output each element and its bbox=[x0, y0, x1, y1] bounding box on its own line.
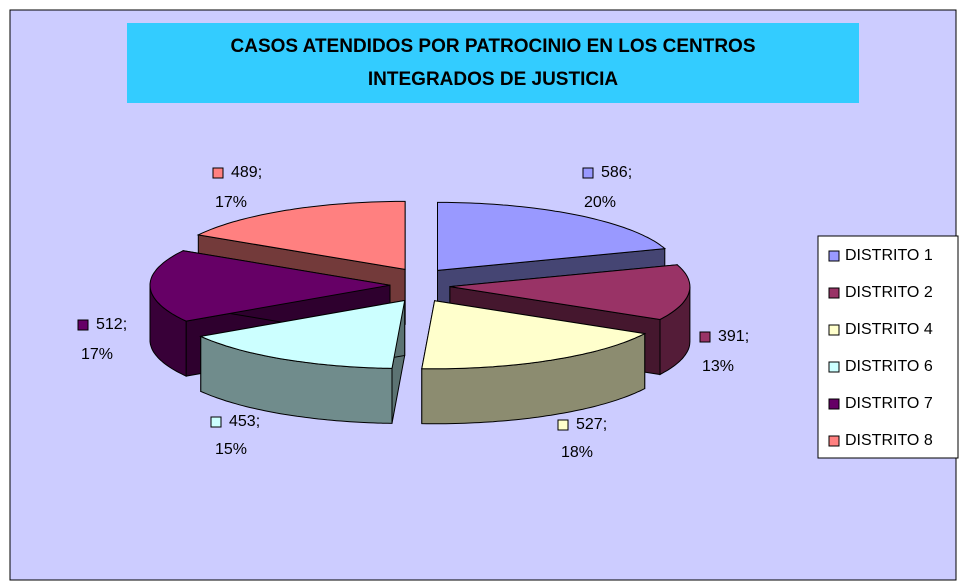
slice bbox=[437, 201, 667, 271]
legend-label: DISTRITO 8 bbox=[845, 432, 933, 449]
legend-label: DISTRITO 2 bbox=[845, 284, 933, 301]
legend-key bbox=[828, 435, 840, 447]
label-key bbox=[557, 419, 569, 431]
data-label: 489; bbox=[231, 164, 262, 181]
slice bbox=[196, 200, 406, 270]
percent-label: 17% bbox=[215, 194, 247, 211]
legend-key bbox=[828, 398, 840, 410]
legend-key bbox=[828, 250, 840, 262]
legend-label: DISTRITO 1 bbox=[845, 247, 933, 264]
label-key bbox=[210, 416, 222, 428]
label-key bbox=[212, 167, 224, 179]
legend-label: DISTRITO 6 bbox=[845, 358, 933, 375]
slice bbox=[199, 299, 406, 369]
data-label: 391; bbox=[718, 328, 749, 345]
data-label: 512; bbox=[96, 316, 127, 333]
legend-key bbox=[828, 287, 840, 299]
percent-label: 18% bbox=[561, 444, 593, 461]
data-label: 586; bbox=[601, 164, 632, 181]
legend-label: DISTRITO 7 bbox=[845, 395, 933, 412]
label-key bbox=[582, 167, 594, 179]
chart-title: INTEGRADOS DE JUSTICIA bbox=[368, 69, 618, 90]
percent-label: 15% bbox=[215, 441, 247, 458]
slice bbox=[149, 250, 391, 322]
title-box bbox=[127, 23, 859, 103]
percent-label: 17% bbox=[81, 346, 113, 363]
legend-key bbox=[828, 324, 840, 336]
percent-label: 20% bbox=[584, 194, 616, 211]
legend-key bbox=[828, 361, 840, 373]
data-label: 527; bbox=[576, 416, 607, 433]
data-label: 453; bbox=[229, 413, 260, 430]
chart-title: CASOS ATENDIDOS POR PATROCINIO EN LOS CE… bbox=[231, 36, 756, 57]
legend-box bbox=[817, 235, 959, 459]
legend-label: DISTRITO 4 bbox=[845, 321, 933, 338]
label-key bbox=[77, 319, 89, 331]
slice bbox=[449, 264, 691, 321]
slice bbox=[421, 300, 647, 370]
percent-label: 13% bbox=[702, 358, 734, 375]
label-key bbox=[699, 331, 711, 343]
